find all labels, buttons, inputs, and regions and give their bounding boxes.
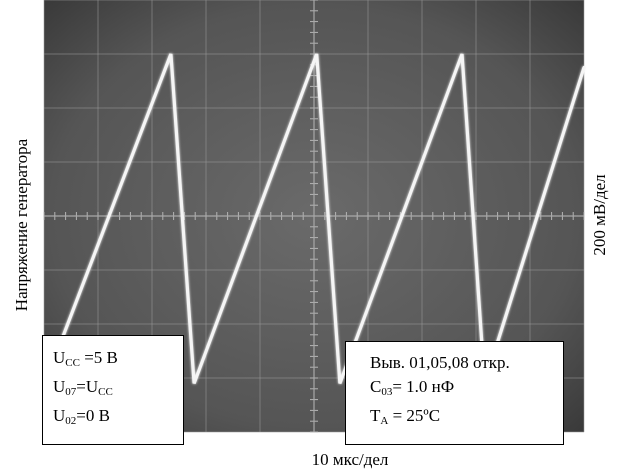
condition-u07: U07=UCC — [53, 377, 113, 398]
y-axis-label-text: Напряжение генератора — [12, 138, 31, 312]
y-axis-label-left: Напряжение генератора — [2, 0, 42, 450]
condition-pins: Выв. 01,05,08 откр. — [370, 353, 510, 372]
y-scale-label: 200 мВ/дел — [584, 0, 616, 430]
condition-ta: TA = 25ºC — [370, 406, 441, 427]
x-scale-label: 10 мкс/дел — [311, 450, 389, 469]
trace-layer — [42, 53, 586, 388]
condition-u02: U02=0 В — [53, 406, 110, 427]
y-scale-label-text: 200 мВ/дел — [590, 174, 609, 256]
conditions-box-right: Выв. 01,05,08 откр. C03= 1.0 нФ TA = 25º… — [345, 341, 564, 445]
conditions-box-left: UCC =5 В U07=UCC U02=0 В — [42, 335, 184, 445]
condition-ucc: UCC =5 В — [53, 348, 118, 369]
sawtooth-trace — [42, 53, 586, 388]
center-ticks — [43, 0, 585, 433]
condition-c03: C03= 1.0 нФ — [370, 377, 455, 398]
